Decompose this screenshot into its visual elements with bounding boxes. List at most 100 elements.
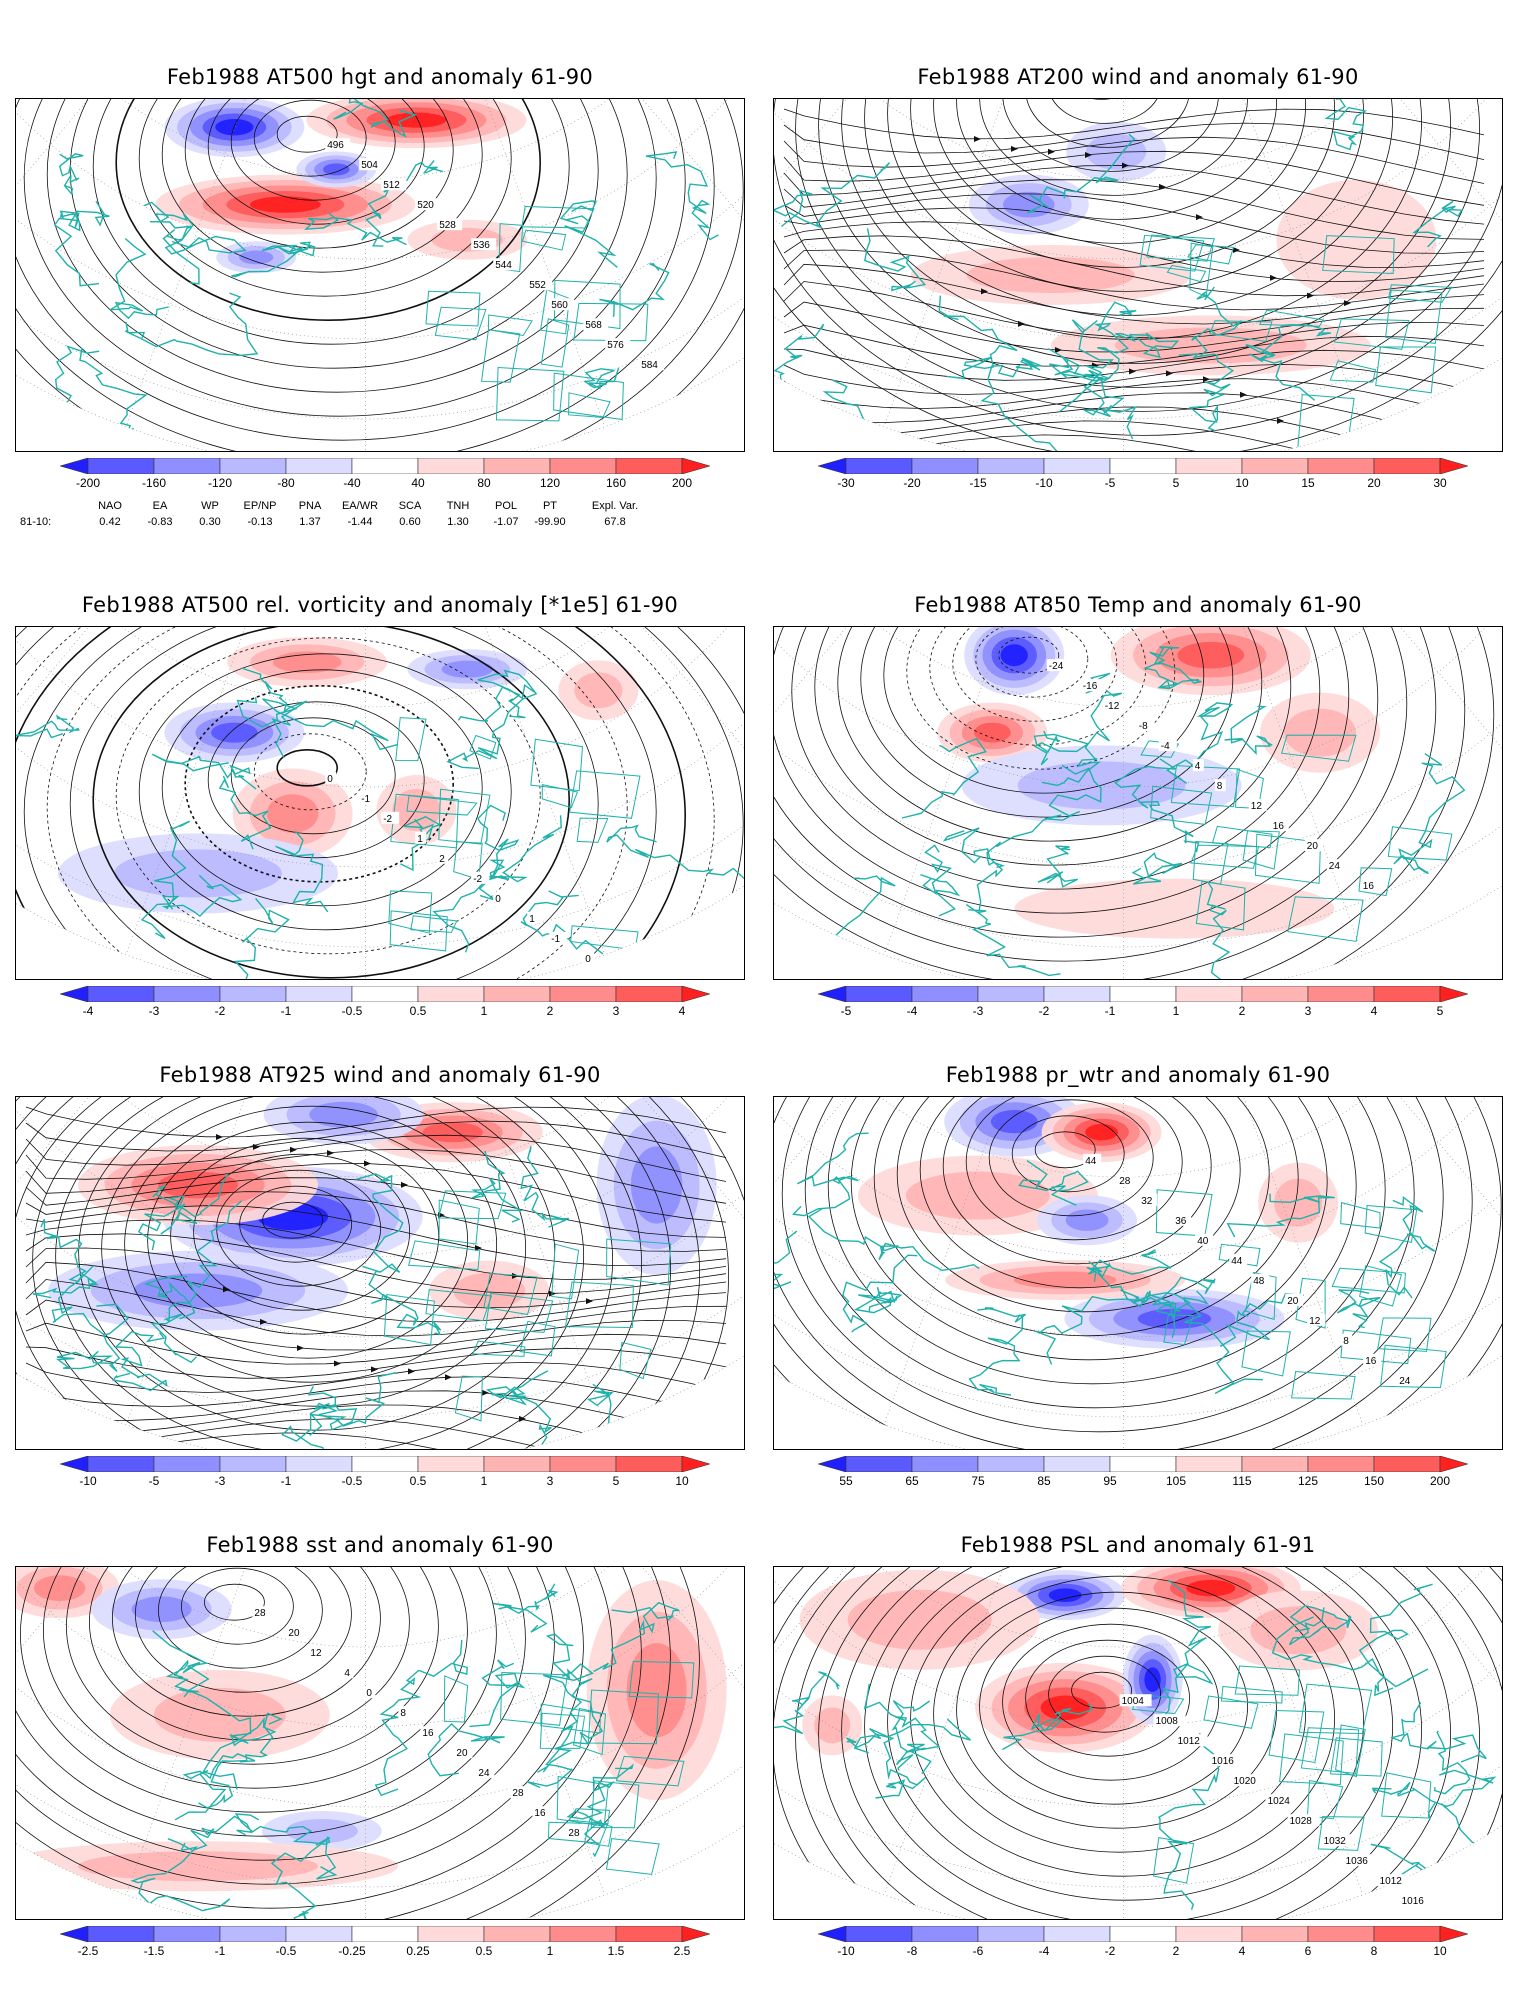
colorbar-segment [1373,1455,1441,1473]
latitude-line [774,99,1502,420]
colorbar-tick-label: 8 [1370,1944,1378,1958]
colorbar-tick-label: -10 [79,1474,97,1488]
contour-label: 16 [534,1808,546,1819]
contour-line [864,1567,1394,1919]
contour-line [16,1567,700,1919]
anomaly-region [574,672,623,709]
country-border [573,302,649,342]
colorbar-ticks: -2.5 -1.5 -1 -0.5 -0.25 0.25 0.5 1 1.5 2.5 [60,1944,710,1960]
streamline [25,1134,727,1182]
contour-label: 1012 [1178,1736,1201,1747]
colorbar-tick-label: 5 [1172,476,1180,490]
contour-label: 24 [1329,861,1341,872]
colorbar-tick-label: 2 [1172,1944,1180,1958]
colorbar-tick-label: 0.5 [409,1474,427,1488]
colorbar-tick-label: 200 [1429,1474,1451,1488]
contour-label-bg [1173,1213,1192,1226]
stream-arrow [1055,347,1062,354]
country-border [1335,1724,1366,1778]
contour-line [883,627,1205,794]
country-border [1340,1329,1412,1365]
stream-arrow [1277,417,1284,424]
colorbar-segment [351,1925,419,1943]
colorbar-segment [1241,1925,1309,1943]
streamline [783,122,1485,160]
colorbar-segment [911,457,979,475]
anomaly-region [1177,641,1245,669]
colorbar-segment [483,1455,551,1473]
contour-label-bg [325,138,351,151]
stream-arrow [1166,370,1173,377]
contour-line [16,1097,643,1449]
colorbar-tick-label: 1 [480,1474,488,1488]
coastline [853,1718,972,1754]
anomaly-region [1040,1695,1090,1721]
coastline [1087,1249,1172,1282]
contour-line [92,627,571,979]
stream-arrow [1307,292,1314,299]
colorbar-tick-label: -1 [280,1474,292,1488]
colorbar-segment [1175,457,1243,475]
contour-label-bg [1117,1173,1136,1186]
coastline [800,875,896,959]
country-border [454,1375,483,1422]
country-border [406,795,478,816]
coastline [218,775,272,850]
coastline [1206,881,1242,979]
coastline [986,764,1102,869]
contour-label: 536 [473,240,490,251]
streamline [783,363,1485,395]
contour-label: -1 [361,794,370,805]
colorbar-tick-label: 95 [1103,1474,1117,1488]
colorbar-segment [219,1925,287,1943]
contour-line [1048,99,1162,124]
coastline [151,753,257,790]
country-border [606,1238,672,1286]
country-border [438,1199,480,1245]
country-border [1203,1695,1259,1729]
contour-label: 28 [568,1828,580,1839]
colorbar-arrow-low [816,1455,847,1473]
stream-arrow [512,1272,519,1279]
anomaly-region [847,1589,992,1650]
colorbar-tick-label: 105 [1165,1474,1187,1488]
contour-label-bg [1195,1233,1214,1246]
anomaly-region [309,1101,378,1128]
hemisphere-edge [16,357,744,451]
coastline [792,1132,869,1217]
colorbar-segment [1241,1455,1309,1473]
contour-line [193,1153,411,1311]
contour-line [32,1097,614,1449]
longitude-line [1123,1097,1502,1118]
hemisphere [774,99,1502,451]
colorbar-segment [1175,1455,1243,1473]
streamline [783,406,1485,451]
country-border [1195,880,1246,931]
coastline [53,200,110,287]
contour-label: 12 [1309,1316,1321,1327]
colorbar-tick-label: -10 [1035,476,1053,490]
index-name: PNA [298,500,322,512]
contour-label: 8 [1217,781,1223,792]
colorbar-ticks: -4 -3 -2 -1 -0.5 0.5 1 2 3 4 [60,1004,710,1020]
contour-label: 1 [417,834,423,845]
coastline [1183,1290,1263,1395]
streamline [25,1322,727,1365]
country-border [410,915,458,933]
contour-label-bg [1285,1293,1304,1306]
country-border [1297,394,1355,450]
anomaly-region [322,163,350,176]
coastline [469,1659,526,1728]
contour-line [864,99,1394,316]
contour-label: 504 [361,160,378,171]
streamline [783,348,1485,381]
colorbar-ticks: -5 -4 -3 -2 -1 1 2 3 4 5 [818,1004,1468,1020]
country-border [569,770,641,819]
contour-label-bg [1321,1834,1354,1847]
contour-label-bg [381,178,407,191]
streamline [25,1177,727,1238]
coastline [863,1683,941,1775]
stream-arrow [519,1415,526,1422]
contour-line [795,99,1481,388]
country-border [1380,1344,1447,1389]
